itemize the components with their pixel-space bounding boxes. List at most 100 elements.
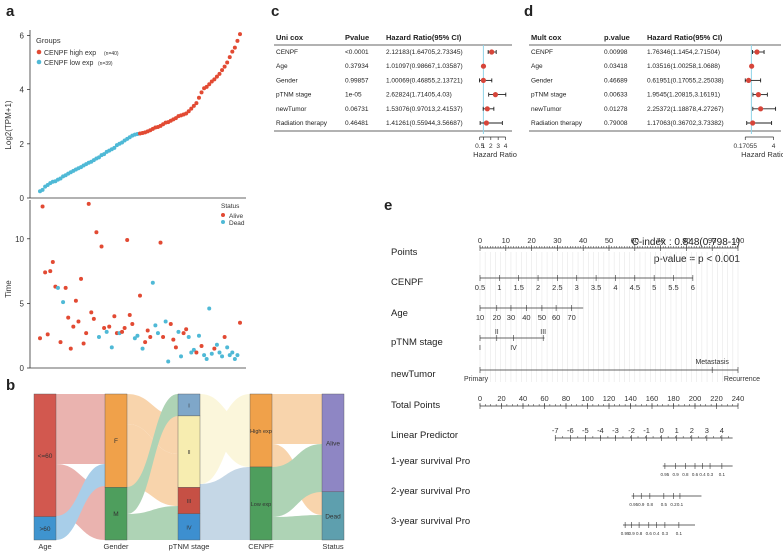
forest-variable: Radiation therapy	[531, 120, 583, 127]
ylabel-time: Time	[4, 280, 13, 298]
forest-header-label: Pvalue	[345, 33, 369, 42]
forest-estimate	[483, 120, 490, 126]
data-point-alive	[68, 346, 73, 351]
nomogram-tick-label: 1	[497, 283, 501, 292]
nomogram-tick-label: 2.5	[552, 283, 562, 292]
flow-stage-cenpf	[200, 394, 250, 467]
alluvial-node-label: >60	[39, 526, 50, 533]
nomogram-tick-label: 0.95	[621, 531, 630, 536]
nomogram-tick-label: 70	[656, 236, 664, 245]
legend-label-alive: Alive	[229, 213, 243, 220]
nomogram-cindex: C-index : 0.848(0.798-1)	[632, 237, 740, 248]
alluvial-node	[33, 516, 57, 541]
nomogram-tick-label: 60	[631, 236, 639, 245]
flow-gender-stage	[127, 394, 178, 514]
forest-variable: Radiation therapy	[276, 120, 328, 127]
nomogram-tick-label: Primary	[464, 376, 489, 383]
nomogram-tick-label: 100	[732, 236, 745, 245]
forest-estimate	[749, 63, 755, 69]
data-point-low	[40, 187, 45, 192]
data-point-alive	[161, 334, 166, 339]
data-point-dead	[225, 345, 230, 350]
data-point-dead	[176, 329, 181, 334]
nomogram-tick-label: 0.8	[647, 502, 654, 507]
data-point-high	[204, 84, 209, 89]
nomogram-tick-label: 0.3	[662, 531, 669, 536]
nomogram-row-label: Age	[391, 308, 408, 319]
data-point-alive	[212, 346, 217, 351]
data-point-high	[238, 32, 242, 37]
forest-x-tick-label: 3	[496, 143, 500, 150]
forest-variable: CENPF	[276, 49, 298, 56]
alluvial-axis-label: Age	[38, 542, 51, 551]
data-point-high	[186, 109, 191, 114]
data-point-alive	[145, 328, 150, 333]
nomogram-tick-label: 0.8	[682, 472, 689, 477]
nomogram-tick-label: 10	[476, 313, 484, 322]
panel-letter-e: e	[384, 197, 392, 214]
nomogram-tick-label: 70	[567, 313, 575, 322]
forest-pvalue: 0.00633	[604, 92, 628, 99]
data-point-high	[207, 82, 212, 87]
nomogram-tick-label: 40	[579, 236, 587, 245]
nomogram-row-label: newTumor	[391, 369, 436, 380]
nomogram-tick-label: 0.8	[636, 531, 643, 536]
data-point-alive	[238, 320, 242, 325]
nomogram-tick-label: 180	[667, 394, 680, 403]
data-point-dead	[186, 334, 191, 339]
data-point-alive	[45, 332, 50, 337]
data-point-alive	[84, 331, 89, 336]
nomogram-tick-label: 220	[710, 394, 723, 403]
y-tick-label: 4	[20, 86, 25, 95]
nomogram-tick-label: 50	[538, 313, 546, 322]
data-point-dead	[196, 333, 201, 338]
nomogram-tick-label: 0.9	[638, 502, 645, 507]
data-point-alive	[122, 325, 127, 330]
legend-marker-dead	[221, 220, 225, 224]
data-point-high	[196, 95, 201, 100]
y-tick-label: 6	[20, 31, 25, 40]
data-point-dead	[61, 300, 66, 305]
data-point-dead	[217, 350, 222, 355]
nomogram-tick-label: 0.1	[676, 531, 683, 536]
alluvial-axis-label: pTNM stage	[169, 542, 210, 551]
forest-estimate	[480, 77, 486, 83]
forest-estimate	[745, 77, 752, 83]
data-point-alive	[66, 315, 71, 320]
nomogram-tick-label: Metastasis	[695, 359, 729, 366]
data-point-dead	[55, 285, 60, 290]
data-point-high	[217, 71, 222, 76]
alluvial-node	[104, 487, 128, 541]
nomogram-tick-label: Recurrence	[724, 376, 760, 383]
nomogram-tick-label: 0.6	[692, 472, 699, 477]
data-point-high	[189, 106, 194, 111]
flow-cenpf-status	[272, 515, 322, 540]
forest-pvalue: <0.0001	[345, 49, 369, 56]
data-point-dead	[202, 353, 207, 358]
nomogram-tick-label: 0	[478, 394, 482, 403]
forest-pvalue: 0.03418	[604, 63, 628, 70]
data-point-alive	[107, 324, 112, 329]
forest-estimate	[755, 92, 762, 98]
forest-hr-ci: 2.25372(1.18878,4.27267)	[647, 106, 724, 113]
data-point-dead	[132, 336, 137, 341]
nomogram-tick-label: 0.9	[628, 531, 635, 536]
nomogram-tick-label: 0.4	[653, 531, 660, 536]
forest-variable: Age	[276, 63, 288, 70]
nomogram-tick-label: 0.1	[719, 472, 726, 477]
nomogram-tick-label: 1	[675, 426, 679, 435]
nomogram-tick-label: 20	[493, 313, 501, 322]
data-point-high	[199, 90, 204, 95]
y-tick-label: 0	[20, 364, 25, 373]
forest-x-label: Hazard Ratio	[741, 150, 783, 159]
data-point-alive	[173, 345, 178, 350]
y-tick-label: 0	[20, 194, 25, 203]
forest-pvalue: 0.01278	[604, 106, 628, 113]
data-point-alive	[127, 313, 132, 318]
forest-estimate	[484, 106, 490, 112]
alluvial-axis-label: Status	[322, 542, 344, 551]
forest-header-label: Hazard Ratio(95% CI)	[647, 33, 723, 42]
data-point-dead	[207, 306, 212, 311]
data-point-alive	[81, 341, 86, 346]
uni-cox-forest: Uni cox Pvalue Hazard Ratio(95% CI) CENPF <0…	[274, 33, 517, 159]
